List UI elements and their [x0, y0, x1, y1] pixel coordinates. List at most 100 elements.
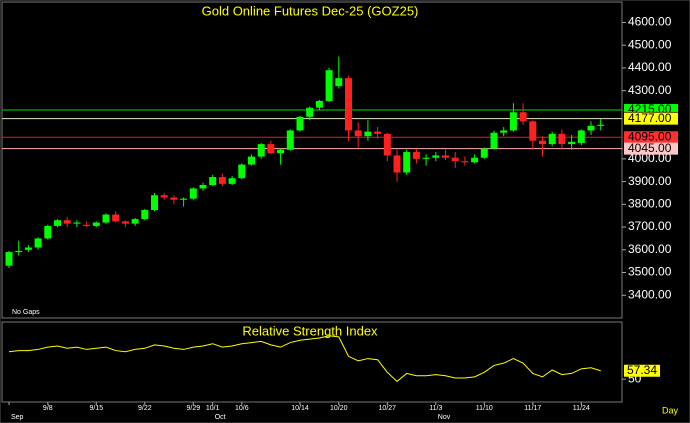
y-tick-label: 3400.00: [628, 287, 672, 301]
rsi-panel: [1, 321, 623, 403]
candle-body: [296, 116, 304, 131]
candle-body: [73, 222, 81, 224]
candle-body: [519, 112, 527, 122]
month-label: Sep: [11, 414, 24, 421]
x-tick-label: 10/14: [291, 405, 309, 412]
candle-body: [587, 125, 595, 131]
candle-body: [170, 197, 178, 200]
chart-title: Gold Online Futures Dec-25 (GOZ25): [202, 3, 419, 18]
candle-body: [412, 152, 420, 159]
y-tick-label: 3900.00: [628, 174, 672, 188]
candle-body: [383, 133, 391, 156]
candle-body: [44, 225, 52, 239]
candle-body: [15, 250, 23, 253]
rsi-title: Relative Strength Index: [242, 323, 378, 338]
candle-body: [286, 130, 294, 150]
candle-body: [131, 219, 139, 224]
level-label-bg: [624, 131, 678, 144]
x-tick-label: 11/3: [429, 405, 442, 412]
candle-body: [354, 130, 362, 137]
candle-body: [24, 247, 32, 250]
candle-body: [529, 121, 537, 141]
x-tick-label: 9/29: [186, 405, 200, 412]
x-tick-label: 11/24: [573, 405, 590, 412]
level-label-bg: [624, 142, 678, 155]
price-panel: [1, 1, 623, 319]
candle-body: [112, 214, 120, 222]
candle-body: [160, 195, 168, 198]
x-tick-label: 10/6: [235, 405, 249, 412]
x-tick-label: 9/22: [138, 405, 152, 412]
x-tick-label: 9/15: [89, 405, 103, 412]
last-value-label: 57.34: [627, 363, 657, 377]
candle-body: [180, 198, 188, 200]
x-tick-label: 11/10: [476, 405, 493, 412]
y-tick-label: 4500.00: [628, 37, 672, 51]
candle-body: [102, 214, 110, 223]
candle-body: [228, 178, 236, 184]
candle-body: [558, 133, 566, 145]
candle-body: [480, 148, 488, 158]
y-tick-label: 3700.00: [628, 219, 672, 233]
candle-body: [209, 177, 217, 186]
y-tick-label: 4600.00: [628, 15, 672, 29]
candle-body: [345, 78, 352, 131]
level-label: 4095.00: [628, 129, 672, 143]
level-label: 4177.00: [628, 111, 672, 125]
candle-body: [461, 161, 469, 163]
x-tick-label: 11/17: [524, 405, 541, 412]
candle-body: [189, 188, 197, 199]
y-tick-label: 4400.00: [628, 60, 672, 74]
candle-body: [509, 112, 517, 131]
candle-body: [422, 157, 430, 159]
candle-body: [577, 130, 585, 143]
candle-body: [141, 210, 149, 220]
level-label: 4045.00: [628, 141, 672, 155]
candle-body: [539, 140, 546, 145]
candle-body: [442, 155, 449, 158]
candle-body: [5, 252, 13, 266]
candle-body: [403, 152, 411, 173]
candle-body: [432, 155, 440, 158]
level-label-bg: [624, 112, 678, 125]
x-tick-label: 10/20: [330, 405, 348, 412]
month-label: Oct: [215, 414, 226, 421]
candle-body: [83, 224, 91, 226]
x-tick-label: 9/8: [43, 405, 53, 412]
candle-body: [500, 130, 508, 133]
candle-body: [121, 221, 129, 224]
candle-body: [34, 238, 42, 248]
x-tick-label: 10/27: [379, 405, 397, 412]
y-tick-label: 3500.00: [628, 265, 672, 279]
candle-body: [277, 149, 285, 154]
candle-body: [374, 131, 382, 134]
candle-body: [151, 195, 158, 211]
interval: Day: [662, 405, 679, 415]
candle-body: [471, 157, 479, 163]
candle-body: [63, 220, 71, 224]
y-tick-label: 3800.00: [628, 197, 672, 211]
candle-body: [325, 70, 333, 101]
x-tick-label: 10/1: [206, 405, 220, 412]
candle-body: [92, 222, 100, 226]
candle-body: [248, 156, 255, 165]
candle-body: [335, 78, 343, 87]
candle-body: [597, 124, 605, 126]
y-tick-label: 3600.00: [628, 242, 672, 256]
candle-body: [393, 155, 401, 173]
month-label: Nov: [438, 414, 451, 421]
candle-body: [267, 144, 275, 154]
candle-body: [257, 144, 265, 157]
candle-body: [218, 177, 226, 184]
candle-body: [364, 131, 372, 137]
candle-body: [199, 185, 207, 189]
candle-body: [490, 132, 498, 149]
candle-body: [315, 100, 323, 108]
y-tick-label: 4300.00: [628, 83, 672, 97]
candle-body: [54, 220, 61, 226]
candle-body: [451, 157, 459, 162]
candle-body: [238, 164, 246, 179]
gap-mode: No Gaps: [12, 309, 40, 316]
last-value-bg: [624, 364, 660, 377]
